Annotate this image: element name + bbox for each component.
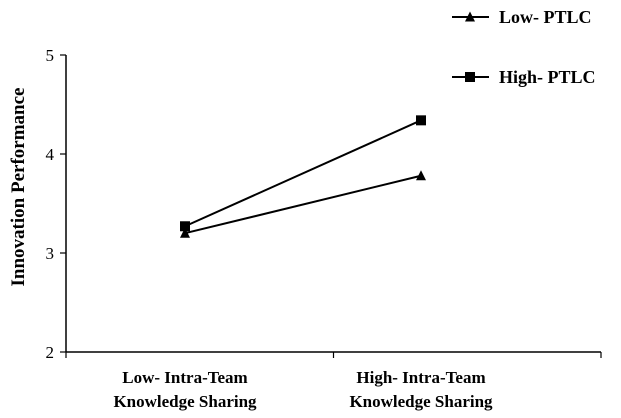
y-tick-label: 3 (46, 244, 55, 263)
y-axis-title: Innovation Performance (8, 88, 29, 287)
x-category-label: Knowledge Sharing (349, 392, 493, 411)
triangle-marker (180, 227, 190, 238)
square-marker (180, 221, 190, 232)
square-marker (416, 115, 426, 126)
series (180, 115, 426, 238)
legend: Low- PTLC High- PTLC (452, 7, 596, 87)
y-tick-label: 4 (46, 145, 55, 164)
triangle-marker (465, 11, 475, 22)
x-category-label: High- Intra-Team (356, 368, 485, 387)
series-line (184, 119, 422, 228)
square-marker (465, 72, 475, 82)
y-ticks: 2 3 4 5 (46, 46, 66, 362)
series-line (184, 174, 422, 235)
x-category-label: Knowledge Sharing (113, 392, 257, 411)
series-square (180, 115, 426, 232)
legend-item: Low- PTLC (452, 7, 592, 27)
x-categories: Low- Intra-Team Knowledge Sharing High- In… (113, 368, 493, 411)
legend-label: High- PTLC (499, 67, 596, 87)
x-category-label: Low- Intra-Team (122, 368, 247, 387)
y-tick-label: 5 (46, 46, 55, 65)
triangle-marker (416, 170, 426, 181)
axes (65, 55, 602, 358)
legend-label: Low- PTLC (499, 7, 592, 27)
y-tick-label: 2 (46, 343, 55, 362)
series-triangle (180, 170, 426, 238)
legend-item: High- PTLC (452, 67, 596, 87)
